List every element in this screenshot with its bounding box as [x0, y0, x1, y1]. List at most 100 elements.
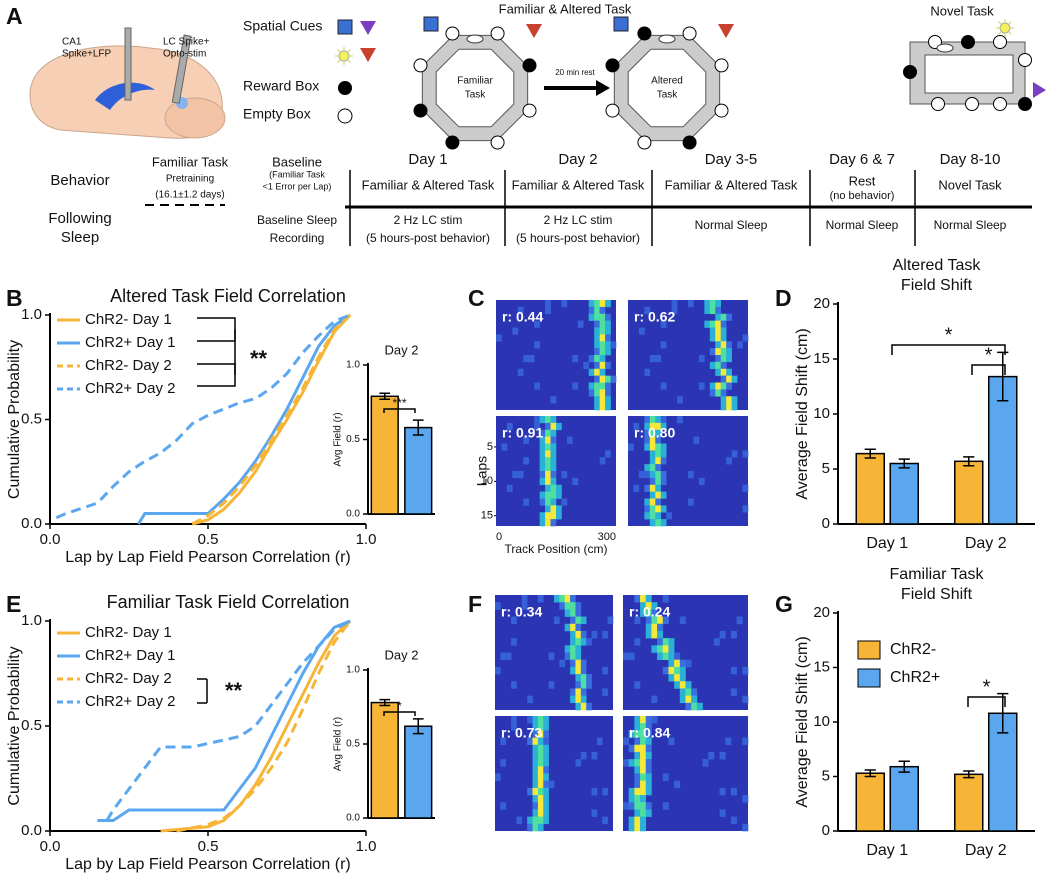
heatmap-cell — [726, 396, 732, 404]
legend-label: ChR2+ — [890, 669, 940, 686]
heatmap-cell — [685, 688, 692, 696]
heatmap-cell — [517, 306, 524, 315]
heatmap-cell — [720, 368, 727, 376]
heatmap-cell — [649, 443, 656, 451]
heatmap-cell — [660, 382, 667, 390]
error-bar — [997, 351, 1009, 402]
heatmap-cell — [666, 512, 672, 520]
heatmap-cell — [688, 471, 694, 479]
heatmap-cell — [742, 450, 749, 458]
heatmap-cell — [655, 416, 662, 424]
probe — [124, 27, 132, 101]
heatmap-cell — [570, 659, 576, 668]
panel-label: G — [775, 591, 793, 617]
r-label: r: 0.44 — [502, 309, 543, 325]
heatmap-cell — [539, 512, 546, 520]
heatmap-cell — [679, 688, 686, 696]
cue-ray — [1008, 21, 1012, 25]
heatmap-cell — [556, 491, 562, 499]
heatmap-cell — [640, 773, 647, 781]
heatmap-cell — [561, 471, 568, 479]
heatmap-cell — [715, 368, 722, 376]
probe — [171, 34, 192, 104]
legend-swatch — [857, 640, 881, 660]
heatmap-cell — [715, 348, 722, 356]
error-bar — [963, 770, 975, 779]
heatmap-cell — [649, 355, 656, 363]
heatmap-cell — [655, 498, 662, 506]
heatmap-cell — [715, 382, 722, 390]
heatmap-cell — [572, 355, 579, 363]
heatmap-cell — [628, 443, 634, 451]
heatmap-cell — [713, 638, 720, 646]
heatmap-cell — [588, 368, 595, 376]
heatmap-cell — [655, 443, 662, 451]
error-bar — [997, 692, 1009, 734]
heatmap-cell — [575, 602, 582, 610]
x-tick-label: Day 1 — [866, 842, 908, 859]
heatmap-cell — [532, 780, 539, 789]
y-tick-label: 0 — [822, 822, 830, 839]
heatmap-cell — [651, 602, 658, 610]
x-tick-label: 0.0 — [40, 531, 61, 548]
r-label: r: 0.80 — [634, 425, 675, 441]
heatmap-cell — [657, 623, 664, 632]
label: <1 Error per Lap) — [263, 181, 332, 191]
heatmap-cell — [645, 802, 652, 810]
heatmap-cell — [731, 403, 738, 411]
reward-box — [445, 135, 460, 150]
cue-ray — [998, 21, 1002, 25]
heatmap-cell — [634, 616, 641, 625]
heatmap-cell — [580, 630, 587, 639]
bracket — [891, 344, 1006, 355]
cue-triangle — [1033, 82, 1046, 98]
heatmap-cell — [634, 751, 641, 760]
heatmap-cell — [599, 348, 606, 356]
cue-triangle — [360, 48, 376, 62]
heatmap-cell — [599, 396, 606, 404]
heatmap-cell — [731, 396, 738, 404]
heatmap-cell — [511, 638, 517, 646]
heatmap-cell — [685, 659, 692, 668]
heatmap-cell — [634, 802, 641, 810]
heatmap-cell — [649, 512, 656, 520]
heatmap-cell — [537, 823, 544, 832]
heatmap-cell — [720, 361, 727, 370]
heatmap-cell — [550, 505, 557, 513]
heatmap-cell — [550, 429, 557, 437]
heatmap-cell — [570, 652, 576, 660]
heatmap-cell — [709, 327, 716, 335]
heatmap-cell — [709, 300, 716, 308]
heatmap-cell — [532, 816, 539, 825]
heatmap-cell — [649, 422, 656, 431]
heatmap-cell — [550, 512, 557, 520]
heatmap-cell — [605, 396, 611, 404]
label: Day 2 — [558, 151, 597, 168]
heatmap-cell — [649, 416, 656, 424]
heatmap-cell — [605, 320, 611, 328]
heatmap-cell — [709, 389, 716, 397]
heatmap-cell — [512, 327, 519, 335]
heatmap-cell — [594, 389, 600, 397]
heatmap-cell — [655, 471, 662, 479]
significance: *** — [392, 396, 406, 410]
heatmap-cell — [605, 327, 611, 335]
heatmap-cell — [599, 361, 606, 370]
heatmap-cell — [570, 602, 576, 610]
label: Novel Task — [930, 3, 994, 18]
label: Novel Task — [938, 177, 1002, 192]
bar — [954, 460, 984, 525]
heatmap-cell — [634, 730, 641, 738]
heatmap-cell — [586, 638, 592, 646]
heatmap-cell — [742, 695, 749, 704]
y-axis-label: Cumulative Probability — [6, 646, 23, 805]
heatmap-cell — [633, 422, 640, 431]
heatmap-cell — [657, 630, 664, 639]
rat — [658, 34, 676, 44]
empty-box — [714, 58, 729, 73]
heatmap-cell — [545, 484, 551, 492]
heatmap-cell — [599, 320, 606, 328]
heatmap-cell — [742, 666, 749, 675]
label: 2 Hz LC stim — [544, 213, 613, 227]
